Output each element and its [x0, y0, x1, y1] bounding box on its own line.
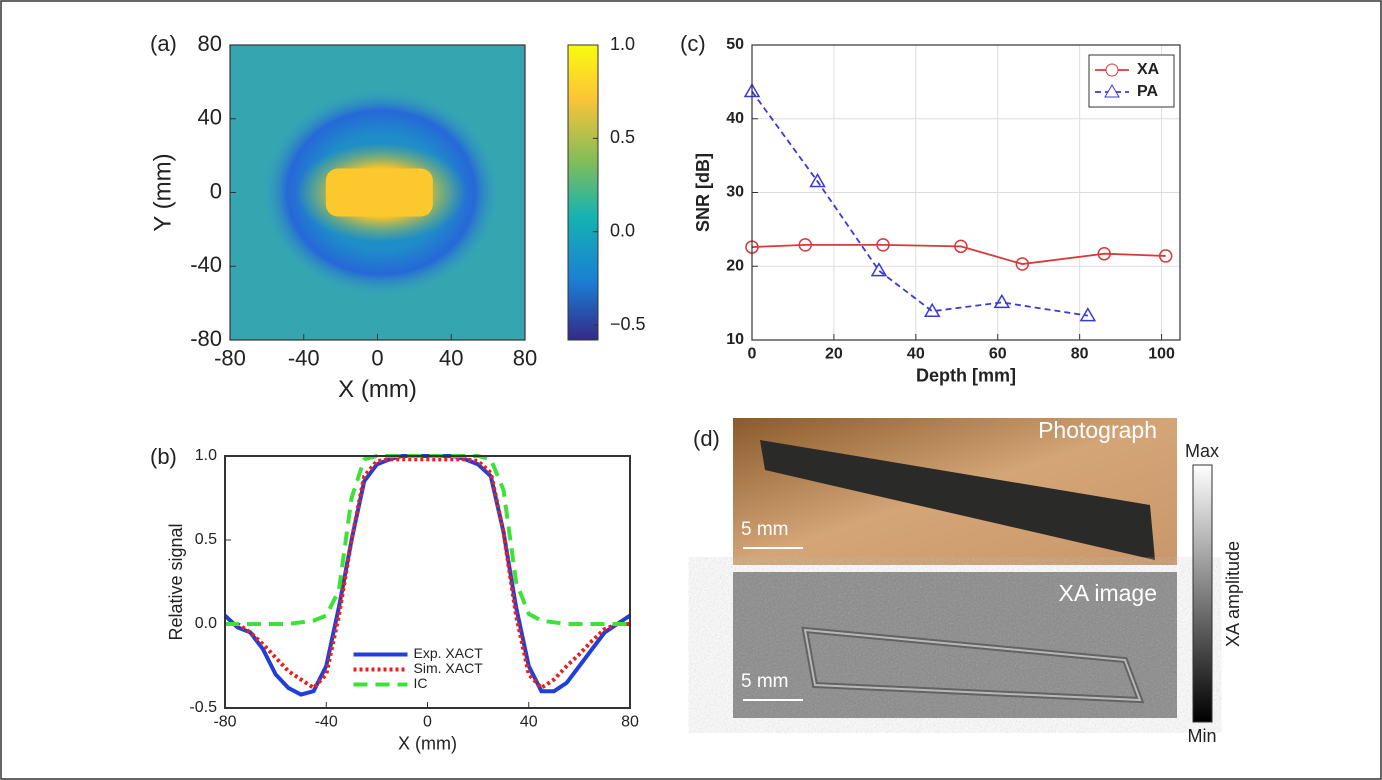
y-tick-label: 0.5 — [195, 531, 217, 548]
colorbar-tick-label: 1.0 — [610, 34, 635, 54]
x-axis-label: X (mm) — [398, 734, 457, 754]
y-tick-label: 0 — [210, 178, 222, 203]
panel-label: (d) — [693, 426, 720, 451]
photo-label: Photograph — [1038, 417, 1157, 443]
gray-colorbar — [1192, 464, 1213, 723]
y-tick-label: 1.0 — [195, 447, 217, 464]
x-axis-label: X (mm) — [338, 376, 417, 403]
y-tick-label: 0.0 — [195, 615, 217, 632]
x-tick-label: 20 — [825, 346, 843, 363]
legend-marker — [1105, 63, 1119, 77]
colorbar-max: Max — [1185, 441, 1219, 461]
y-axis-label: SNR [dB] — [693, 153, 713, 232]
x-tick-label: 80 — [513, 346, 537, 371]
panel-label: (a) — [150, 31, 177, 56]
x-tick-label: 0 — [371, 346, 383, 371]
panel-label: (b) — [150, 444, 177, 469]
panel-label: (c) — [680, 31, 706, 56]
x-tick-label: 40 — [439, 346, 463, 371]
colorbar-label: XA amplitude — [1223, 541, 1243, 647]
marker — [876, 238, 890, 252]
marker — [993, 293, 1011, 309]
heatmap-core — [325, 168, 433, 217]
y-tick-label: 10 — [726, 331, 744, 348]
x-tick-label: -80 — [213, 714, 236, 731]
plot-frame — [229, 44, 526, 341]
x-tick-label: -40 — [315, 714, 338, 731]
x-tick-label: 0 — [423, 714, 432, 731]
y-tick-label: 30 — [726, 184, 744, 201]
y-tick-label: 80 — [198, 31, 222, 56]
legend-label: PA — [1137, 83, 1158, 100]
y-tick-label: 50 — [726, 36, 744, 53]
xa-label: XA image — [1059, 580, 1157, 606]
y-tick-label: -80 — [190, 326, 222, 351]
legend-marker — [1104, 84, 1120, 98]
series-line — [225, 454, 630, 626]
colorbar-tick-label: 0.0 — [610, 220, 635, 240]
x-tick-label: 0 — [748, 346, 757, 363]
y-tick-label: -40 — [190, 252, 222, 277]
graphite-rod — [760, 440, 1155, 560]
x-tick-label: 100 — [1148, 346, 1175, 363]
marker — [954, 239, 968, 254]
x-tick-label: -80 — [214, 346, 246, 371]
y-tick-label: 40 — [726, 110, 744, 127]
series-line — [751, 243, 1166, 265]
x-tick-label: -40 — [288, 346, 320, 371]
colorbar-tick-label: 0.5 — [610, 127, 635, 147]
marker — [1079, 307, 1097, 322]
x-tick-label: 40 — [520, 714, 538, 731]
marker — [870, 262, 888, 277]
colorbar-min: Min — [1187, 726, 1216, 746]
series-line — [225, 457, 630, 691]
marker — [1015, 257, 1030, 271]
legend-label: IC — [414, 675, 428, 691]
y-axis-label: Relative signal — [166, 523, 186, 640]
marker — [809, 172, 826, 188]
marker — [1158, 249, 1173, 263]
y-axis-label: Y (mm) — [149, 153, 176, 231]
series-line — [751, 90, 1088, 317]
x-tick-label: 40 — [907, 346, 925, 363]
plot-frame — [751, 44, 1181, 341]
x-tick-label: 80 — [1071, 346, 1089, 363]
colorbar — [567, 44, 599, 341]
legend-box — [1088, 54, 1175, 108]
y-tick-label: -0.5 — [189, 699, 217, 716]
scalebar-label: 5 mm — [741, 671, 789, 692]
legend-label: XA — [1137, 61, 1160, 78]
marker — [1097, 246, 1111, 261]
colorbar-tick-label: −0.5 — [610, 314, 646, 334]
x-tick-label: 60 — [989, 346, 1007, 363]
marker — [923, 302, 941, 317]
legend-label: Sim. XACT — [414, 660, 484, 676]
x-axis-label: Depth [mm] — [916, 366, 1016, 386]
legend-label: Exp. XACT — [414, 645, 484, 661]
scalebar-label: 5 mm — [741, 519, 789, 540]
plot-frame — [224, 455, 631, 709]
y-tick-label: 40 — [198, 105, 222, 130]
y-tick-label: 20 — [726, 257, 744, 274]
x-tick-label: 80 — [621, 714, 639, 731]
marker — [798, 238, 812, 252]
xa-rod-edge — [803, 628, 1142, 702]
